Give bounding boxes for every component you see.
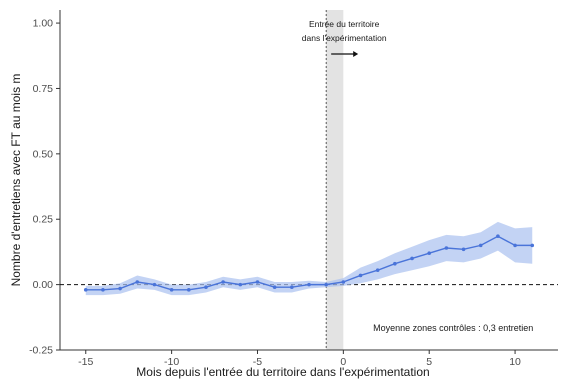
x-tick-label: -10 xyxy=(164,356,179,368)
data-point xyxy=(152,282,157,287)
data-point xyxy=(530,243,535,248)
data-point xyxy=(272,285,277,290)
shaded-period xyxy=(326,10,344,350)
x-tick-label: -5 xyxy=(253,356,262,368)
data-point xyxy=(135,280,140,284)
data-point xyxy=(118,286,122,291)
arrow-head xyxy=(353,51,359,57)
data-point xyxy=(238,282,243,287)
annotation-line1: Entrée du territoire xyxy=(309,19,380,29)
y-tick-label: 1.00 xyxy=(33,18,54,30)
data-point xyxy=(358,273,363,278)
y-axis-title: Nombre d'entretiens avec FT au mois m xyxy=(9,74,23,287)
y-tick-label: 0.75 xyxy=(33,83,54,95)
data-point xyxy=(307,282,311,287)
data-point xyxy=(341,280,346,284)
data-point xyxy=(513,243,517,248)
x-tick-label: 0 xyxy=(340,356,346,368)
data-point xyxy=(169,288,174,292)
x-tick-label: 5 xyxy=(426,356,432,368)
data-point xyxy=(101,288,105,292)
data-point xyxy=(83,288,88,292)
data-point xyxy=(255,280,260,284)
data-point xyxy=(204,285,208,290)
data-point xyxy=(375,268,380,273)
y-tick-label: -0.25 xyxy=(29,345,53,357)
data-point xyxy=(461,247,466,252)
data-point xyxy=(324,282,328,287)
y-tick-label: 0.50 xyxy=(33,148,54,160)
y-tick-label: 0.00 xyxy=(33,279,54,291)
data-point xyxy=(221,280,225,284)
y-tick-label: 0.25 xyxy=(33,214,54,226)
x-tick-label: -15 xyxy=(78,356,93,368)
data-point xyxy=(393,261,397,266)
annotation-line2: dans l'expérimentation xyxy=(302,33,387,43)
x-axis-title: Mois depuis l'entrée du territoire dans … xyxy=(136,365,429,379)
data-point xyxy=(186,288,191,292)
data-point xyxy=(427,251,432,256)
confidence-band xyxy=(85,221,533,296)
data-point xyxy=(290,285,294,290)
data-point xyxy=(444,246,449,250)
x-tick-label: 10 xyxy=(509,356,521,368)
control-mean-note: Moyenne zones contrôles : 0,3 entretien xyxy=(373,323,533,333)
data-point xyxy=(410,256,414,261)
data-point xyxy=(496,234,500,239)
data-point xyxy=(478,243,483,248)
